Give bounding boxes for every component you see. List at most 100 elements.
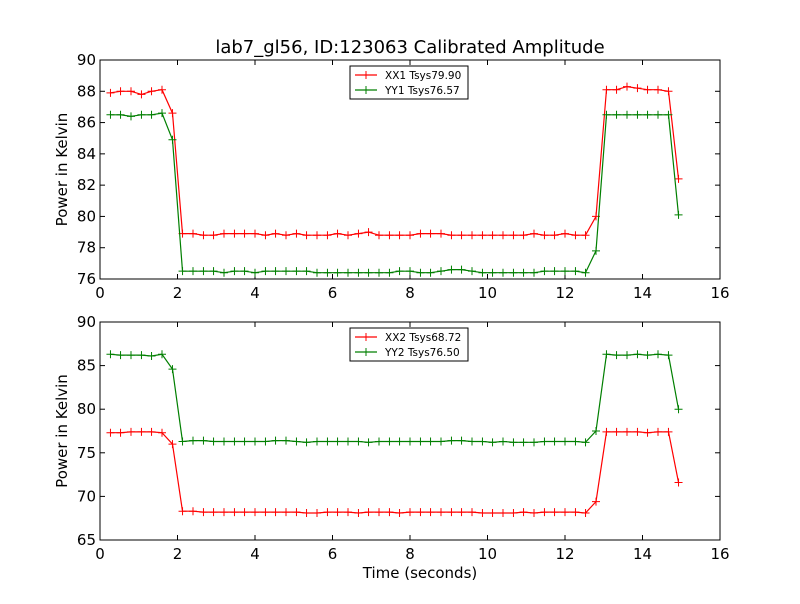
x-tick-label: 8 [405,284,415,302]
data-point [261,267,270,276]
data-point [633,84,642,93]
data-point [333,229,342,238]
data-point [251,437,259,446]
data-point [581,231,590,240]
data-point [509,268,518,277]
x-tick-label: 4 [250,545,260,563]
data-point [478,231,487,240]
data-point [168,365,177,374]
data-point [178,437,187,446]
data-point [364,508,373,517]
data-point [199,231,208,240]
data-point [240,229,249,238]
data-point [561,437,569,446]
data-point [116,351,125,360]
data-point [592,427,600,435]
data-point [302,231,311,240]
data-point [282,267,290,276]
data-point [478,437,487,446]
data-point [323,268,332,277]
data-point [499,231,507,240]
data-point [457,508,466,517]
data-point [178,267,187,276]
data-point [457,265,466,274]
data-point [282,231,290,240]
legend-label: XX2 Tsys68.72 [385,332,461,344]
data-point [581,438,590,447]
data-point [168,135,177,144]
data-point [499,268,507,277]
data-point [230,508,239,517]
data-point [261,508,270,517]
data-point [406,508,414,517]
data-point [540,437,549,446]
data-point [199,508,208,517]
data-point [592,246,600,255]
data-point [530,438,538,447]
x-axis-label: Time (seconds) [362,564,478,582]
data-point [313,231,321,240]
data-point [561,508,569,517]
data-point [416,229,425,238]
x-tick-label: 2 [173,545,183,563]
legend-box [349,327,469,362]
data-point [612,351,621,360]
x-tick-label: 6 [328,284,338,302]
data-point [168,109,177,118]
data-point [416,268,425,277]
data-point [158,85,166,94]
data-point [271,267,280,276]
data-point [561,267,569,276]
data-point [395,437,404,446]
data-point [664,427,673,436]
data-point [127,87,135,96]
y-tick-label: 70 [77,487,96,505]
data-point [282,508,290,517]
data-point [571,231,580,240]
data-point [220,268,228,277]
data-point [106,110,115,119]
x-tick-label: 8 [405,545,415,563]
data-point [654,110,662,119]
y-tick-label: 90 [77,51,96,69]
data-point [261,231,270,240]
y-tick-label: 86 [77,114,96,132]
data-point [302,267,311,276]
data-point [406,437,414,446]
chart-title: lab7_gl56, ID:123063 Calibrated Amplitud… [215,37,604,58]
data-point [292,508,301,517]
data-point [137,90,146,99]
data-point [457,436,466,445]
data-point [354,437,363,446]
data-point [602,85,611,94]
data-point [116,110,125,119]
data-point [127,427,135,436]
data-point [406,231,414,240]
data-point [519,268,528,277]
y-tick-label: 82 [77,176,96,194]
data-point [654,350,662,359]
data-point [643,351,652,360]
x-tick-label: 14 [633,284,652,302]
data-point [189,267,197,276]
data-point [468,231,476,240]
data-point [385,508,394,517]
data-point [488,231,497,240]
data-point [240,267,249,276]
legend-label: YY1 Tsys76.57 [384,85,460,97]
data-point [354,268,363,277]
y-tick-label: 80 [77,207,96,225]
data-point [664,87,673,96]
y-tick-label: 78 [77,239,96,257]
x-tick-label: 16 [710,545,729,563]
data-point [271,508,280,517]
data-point [292,437,301,446]
x-tick-label: 14 [633,545,652,563]
data-point [230,267,239,276]
data-point [147,110,156,119]
data-point [468,267,476,276]
data-point [261,437,270,446]
data-point [209,267,218,276]
data-point [437,267,445,276]
